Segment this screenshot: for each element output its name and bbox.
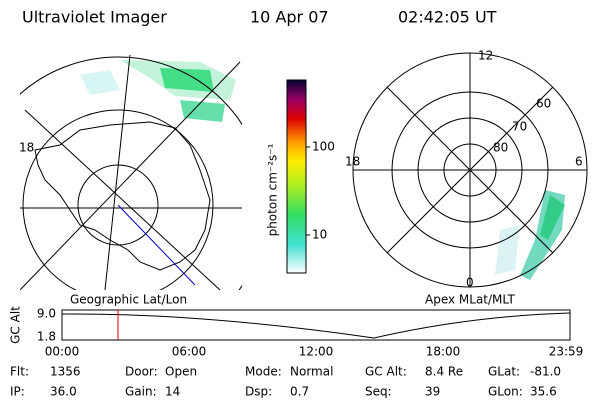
panel-label: Apex MLat/MLT bbox=[425, 293, 515, 307]
info-value: 0.7 bbox=[290, 385, 309, 399]
mag-map bbox=[352, 52, 588, 288]
info-label: Dsp: bbox=[245, 385, 272, 399]
info-label: GLon: bbox=[488, 385, 523, 399]
lat-label: 70 bbox=[512, 120, 527, 134]
altitude-curve bbox=[61, 312, 571, 339]
info-value: 39 bbox=[425, 385, 440, 399]
timeline-box bbox=[61, 309, 571, 341]
info-label: Seq: bbox=[365, 385, 392, 399]
timeline-x-tick: 00:00 bbox=[45, 345, 80, 359]
time: 02:42:05 UT bbox=[398, 8, 497, 27]
info-value: 35.6 bbox=[530, 385, 557, 399]
timeline-y-tick: 1.8 bbox=[37, 330, 56, 344]
info-label: Door: bbox=[125, 365, 158, 379]
date: 10 Apr 07 bbox=[250, 8, 329, 27]
timeline-x-tick: 06:00 bbox=[172, 345, 207, 359]
mlt-label: 18 bbox=[345, 155, 360, 169]
colorbar-tick: 10 bbox=[312, 228, 327, 242]
info-label: Gain: bbox=[125, 385, 157, 399]
info-value: -81.0 bbox=[530, 365, 561, 379]
info-label: Mode: bbox=[245, 365, 282, 379]
colorbar bbox=[286, 79, 307, 274]
timeline-x-tick: 18:00 bbox=[426, 345, 461, 359]
geo-map bbox=[20, 55, 242, 290]
info-value: 8.4 Re bbox=[425, 365, 463, 379]
lat-label: 60 bbox=[536, 97, 551, 111]
mlt-label: 12 bbox=[478, 49, 493, 63]
info-value: 1356 bbox=[50, 365, 81, 379]
info-panel: Flt: 1356 Door: Open Mode: Normal GC Alt: 8.4 R… bbox=[10, 365, 561, 399]
info-label: IP: bbox=[10, 385, 25, 399]
info-label: Flt: bbox=[10, 365, 29, 379]
colorbar-tick: 100 bbox=[312, 140, 335, 154]
info-value: Normal bbox=[290, 365, 333, 379]
timeline-y-tick: 9.0 bbox=[37, 307, 56, 321]
timeline-y-label: GC Alt bbox=[9, 306, 23, 344]
title: Ultraviolet Imager bbox=[22, 8, 167, 27]
panel-label: Geographic Lat/Lon bbox=[70, 293, 187, 307]
timeline-x-tick: 12:00 bbox=[299, 345, 334, 359]
info-value: Open bbox=[165, 365, 197, 379]
info-value: 36.0 bbox=[50, 385, 77, 399]
mlt-label: 0 bbox=[466, 276, 474, 290]
lat-label: 80 bbox=[493, 141, 508, 155]
edge-label: 18 bbox=[19, 141, 34, 155]
timeline-x-tick: 23:59 bbox=[549, 345, 584, 359]
colorbar-title: photon cm⁻²s⁻¹ bbox=[266, 143, 280, 236]
info-value: 14 bbox=[165, 385, 180, 399]
mlt-label: 6 bbox=[575, 155, 583, 169]
info-label: GC Alt: bbox=[365, 365, 407, 379]
info-label: GLat: bbox=[488, 365, 520, 379]
